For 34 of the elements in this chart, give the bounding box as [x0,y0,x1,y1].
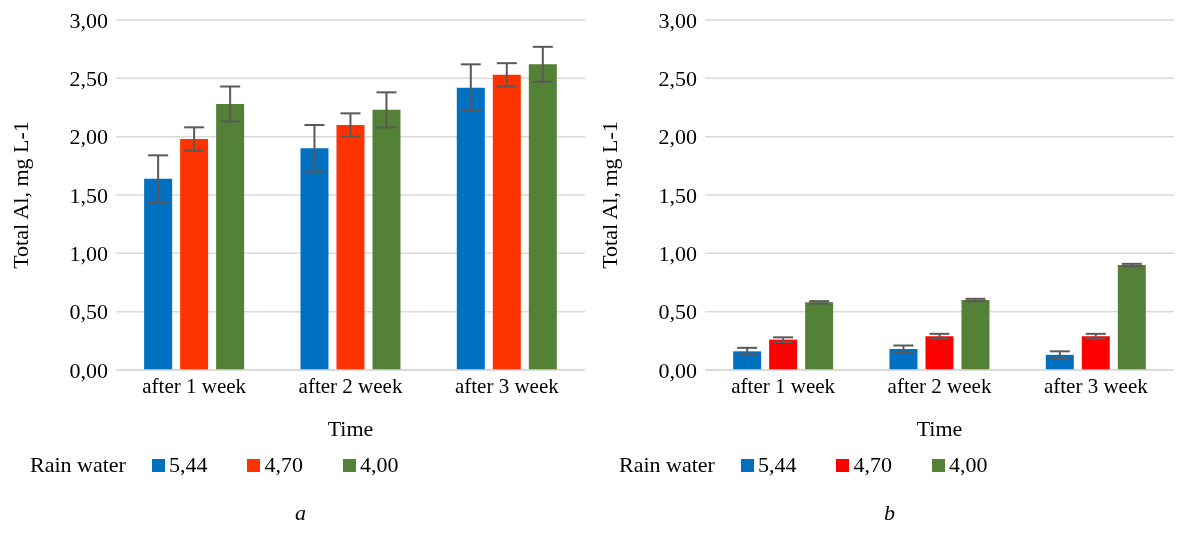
y-tick-label: 0,00 [658,357,697,383]
legend-label: 4,70 [263,452,303,478]
y-tick-label: 2,50 [69,66,108,92]
y-tick-label: 2,00 [658,124,697,150]
y-axis-title: Total Al, mg L-1 [596,121,622,269]
y-tick-label: 0,50 [658,299,697,325]
x-tick-label: after 2 week [298,373,403,398]
legend-label: 4,00 [947,452,988,478]
x-axis-title: Time [327,416,374,441]
x-axis-title: Time [916,416,963,441]
y-tick-label: 3,00 [658,7,697,33]
y-tick-label: 1,00 [69,241,108,267]
legend-title: Rain water [30,452,126,478]
x-tick-label: after 3 week [454,373,560,398]
legend-label: 5,44 [756,452,797,478]
legend-title: Rain water [619,452,715,478]
y-tick-label: 3,00 [69,7,108,33]
text: a [294,500,307,526]
y-tick-label: 2,50 [658,66,697,92]
y-axis-title: Total Al, mg L-1 [7,121,33,269]
y-tick-label: 1,50 [69,182,108,208]
y-tick-label: 2,00 [69,124,108,150]
x-tick-label: after 2 week [887,373,992,398]
y-tick-label: 1,50 [658,182,697,208]
legend-label: 5,44 [167,452,208,478]
text: b [883,500,896,526]
legend-label: 4,00 [358,452,399,478]
x-tick-label: after 1 week [731,373,836,398]
y-tick-label: 0,00 [69,357,108,383]
legend-label: 4,70 [852,452,892,478]
y-tick-label: 0,50 [69,299,108,325]
x-tick-label: after 1 week [142,373,247,398]
x-tick-label: after 3 week [1043,373,1149,398]
y-tick-label: 1,00 [658,241,697,267]
